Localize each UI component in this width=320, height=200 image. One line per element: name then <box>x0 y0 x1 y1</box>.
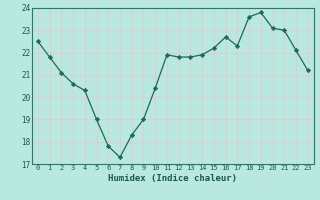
X-axis label: Humidex (Indice chaleur): Humidex (Indice chaleur) <box>108 174 237 183</box>
